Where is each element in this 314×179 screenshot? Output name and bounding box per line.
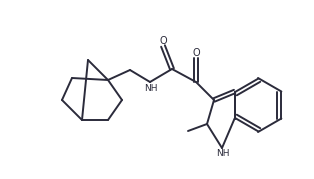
Text: O: O	[192, 48, 200, 58]
Text: NH: NH	[144, 83, 158, 93]
Text: O: O	[159, 36, 167, 46]
Text: NH: NH	[216, 149, 230, 158]
